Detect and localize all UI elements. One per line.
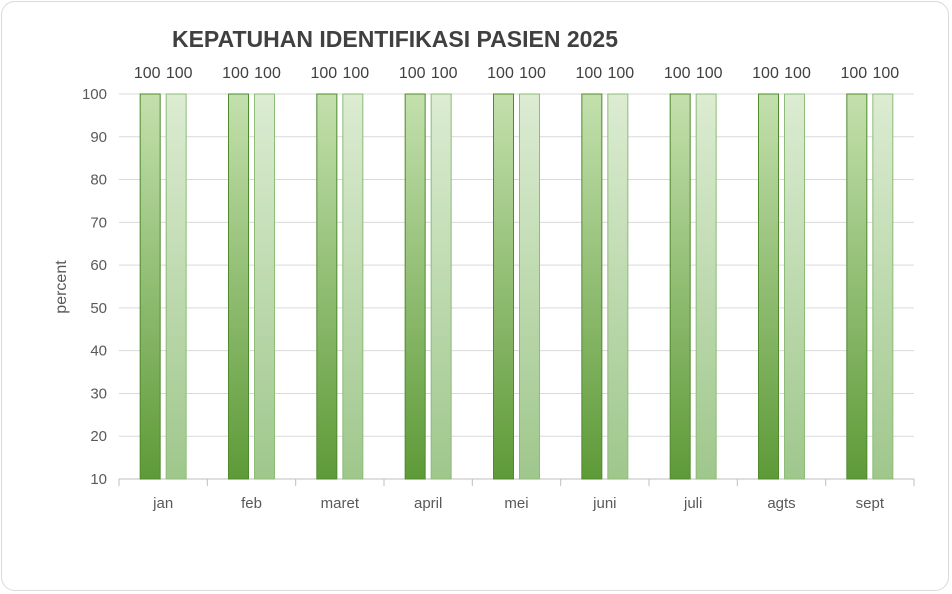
bar-sept-series-1 — [846, 93, 868, 480]
data-label: 100 — [222, 65, 249, 82]
bar-jan-series-1 — [139, 93, 161, 480]
bar-maret-series-1 — [316, 93, 338, 480]
data-label: 100 — [752, 65, 779, 82]
bar-agts-series-1 — [758, 93, 779, 480]
data-label: 100 — [784, 65, 811, 82]
bar-maret-series-2 — [342, 93, 364, 480]
bar-sept-series-2 — [872, 93, 894, 480]
data-label: 100 — [872, 65, 899, 82]
data-label: 100 — [254, 65, 281, 82]
y-tick-label: 20 — [90, 428, 107, 445]
x-category-label: jan — [152, 495, 173, 512]
x-category-label: april — [414, 495, 442, 512]
y-tick-label: 60 — [90, 257, 107, 274]
x-category-label: maret — [321, 495, 360, 512]
data-label: 100 — [840, 65, 867, 82]
bar-april-series-2 — [430, 93, 452, 480]
y-tick-label: 30 — [90, 385, 107, 402]
y-tick-label: 90 — [90, 129, 107, 146]
data-label: 100 — [575, 65, 602, 82]
y-tick-label: 80 — [90, 172, 107, 189]
bar-juni-series-2 — [607, 93, 629, 480]
bar-mei-series-2 — [519, 93, 540, 480]
bar-feb-series-1 — [228, 93, 249, 480]
bar-juni-series-1 — [581, 93, 603, 480]
data-label: 100 — [519, 65, 546, 82]
chart-title: KEPATUHAN IDENTIFIKASI PASIEN 2025 — [172, 26, 618, 52]
bar-agts-series-2 — [784, 93, 805, 480]
data-label: 100 — [166, 65, 193, 82]
data-label: 100 — [342, 65, 369, 82]
data-label: 100 — [487, 65, 514, 82]
data-label: 100 — [431, 65, 458, 82]
data-label: 100 — [134, 65, 161, 82]
data-label: 100 — [696, 65, 723, 82]
bar-juli-series-2 — [695, 93, 717, 480]
x-category-label: juli — [683, 495, 702, 512]
data-label: 100 — [310, 65, 337, 82]
bar-juli-series-1 — [669, 93, 691, 480]
data-label: 100 — [607, 65, 634, 82]
y-tick-label: 100 — [82, 86, 107, 103]
data-label: 100 — [399, 65, 426, 82]
x-category-label: feb — [241, 495, 262, 512]
y-axis-label: percent — [53, 260, 70, 314]
y-tick-label: 40 — [90, 343, 107, 360]
x-category-label: agts — [767, 495, 795, 512]
x-category-label: juni — [592, 495, 616, 512]
x-category-label: sept — [856, 495, 885, 512]
bar-jan-series-2 — [165, 93, 187, 480]
y-tick-label: 50 — [90, 300, 107, 317]
bar-april-series-1 — [404, 93, 426, 480]
bar-feb-series-2 — [254, 93, 275, 480]
y-tick-label: 70 — [90, 214, 107, 231]
y-tick-label: 10 — [90, 471, 107, 488]
x-category-label: mei — [504, 495, 528, 512]
data-label: 100 — [664, 65, 691, 82]
bar-mei-series-1 — [493, 93, 514, 480]
